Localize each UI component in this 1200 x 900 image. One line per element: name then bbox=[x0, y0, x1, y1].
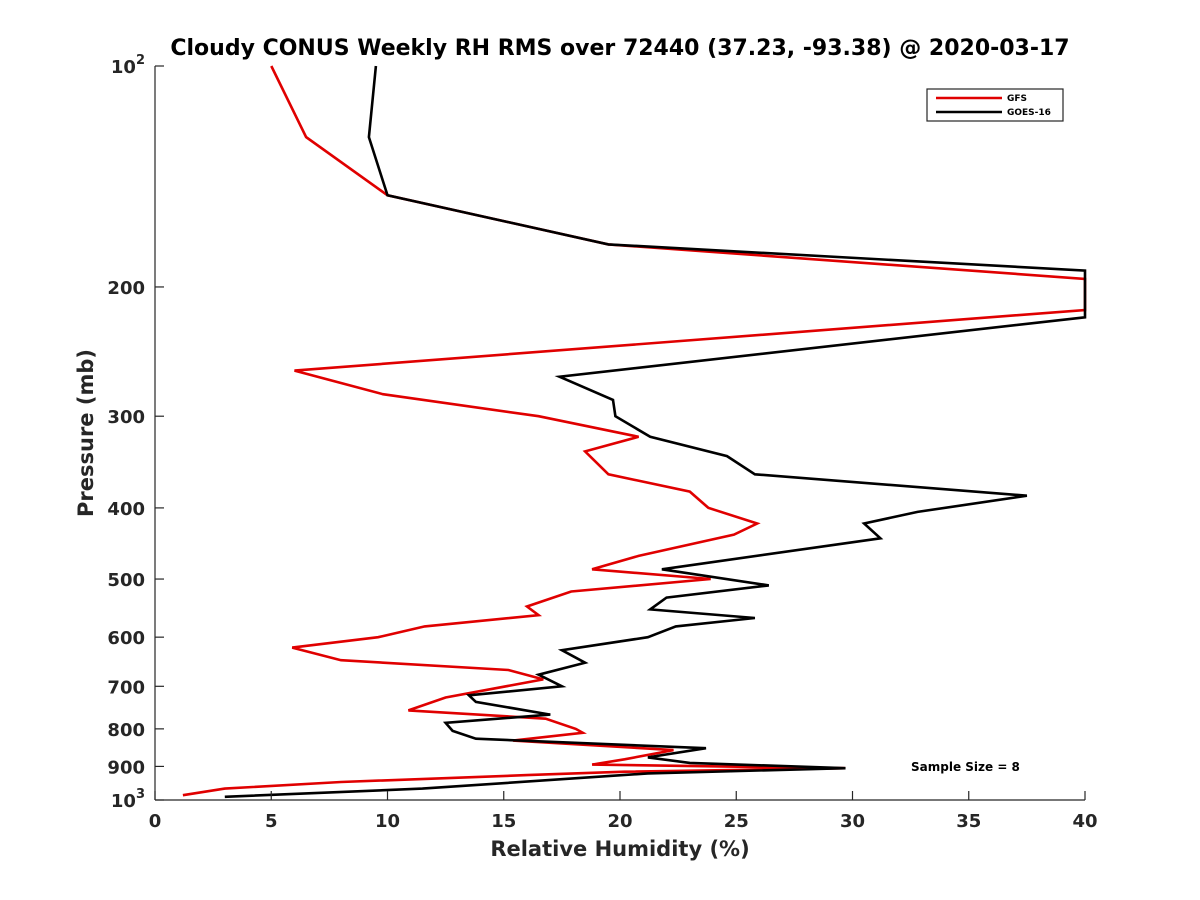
series-line-goes-16 bbox=[224, 65, 1087, 799]
y-tick-label: 103 bbox=[111, 787, 145, 812]
x-tick-label: 30 bbox=[840, 811, 865, 832]
sample-size-annotation: Sample Size = 8 bbox=[911, 760, 1020, 774]
y-axis-title: Pressure (mb) bbox=[74, 349, 98, 517]
y-tick-label: 500 bbox=[107, 570, 145, 591]
x-axis-title: Relative Humidity (%) bbox=[490, 837, 749, 861]
y-tick-label-exponent: 3 bbox=[136, 787, 145, 802]
x-tick-label: 10 bbox=[375, 811, 400, 832]
legend-label-gfs: GFS bbox=[1007, 94, 1027, 104]
series-line-gfs bbox=[182, 65, 1087, 797]
x-tick-label: 40 bbox=[1072, 811, 1097, 832]
legend-box bbox=[926, 88, 1064, 122]
x-tick-label: 35 bbox=[956, 811, 981, 832]
y-tick-label: 400 bbox=[107, 499, 145, 520]
x-tick-label: 0 bbox=[149, 811, 162, 832]
x-tick-label: 25 bbox=[724, 811, 749, 832]
y-tick-label: 200 bbox=[107, 278, 145, 299]
x-axis-ticks: 0 5 10 15 20 25 30 35 40 bbox=[149, 791, 1098, 832]
y-tick-label: 300 bbox=[107, 407, 145, 428]
y-tick-label: 102 bbox=[111, 53, 145, 78]
y-tick-label: 900 bbox=[107, 757, 145, 778]
plot-lines bbox=[182, 65, 1087, 799]
x-tick-label: 20 bbox=[607, 811, 632, 832]
x-tick-label: 15 bbox=[491, 811, 516, 832]
x-tick-label: 5 bbox=[265, 811, 278, 832]
y-tick-label: 800 bbox=[107, 720, 145, 741]
y-tick-label: 700 bbox=[107, 677, 145, 698]
y-tick-label-exponent: 2 bbox=[136, 53, 145, 68]
y-tick-label-base: 10 bbox=[111, 57, 136, 78]
legend: GFS GOES-16 bbox=[926, 88, 1064, 122]
legend-label-goes-16: GOES-16 bbox=[1007, 108, 1051, 118]
chart-title: Cloudy CONUS Weekly RH RMS over 72440 (3… bbox=[170, 36, 1069, 61]
y-tick-label-base: 10 bbox=[111, 791, 136, 812]
y-tick-label: 600 bbox=[107, 628, 145, 649]
